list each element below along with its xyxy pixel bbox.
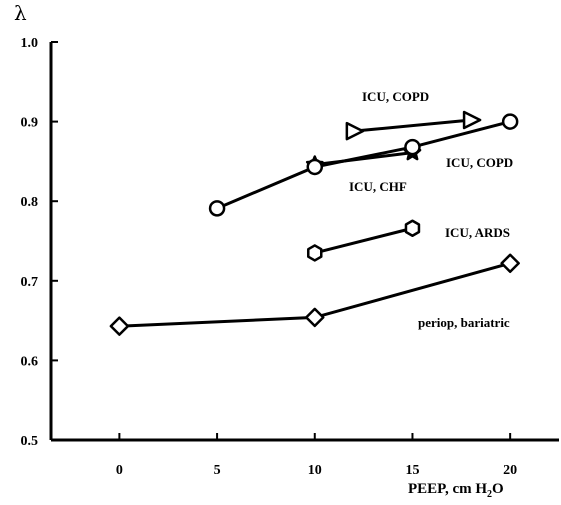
data-point-diamond: [305, 307, 325, 328]
data-point-circle: [208, 200, 226, 217]
label-periop-bariatric: periop, bariatric: [418, 315, 510, 330]
label-icu-copd-circle: ICU, COPD: [446, 155, 513, 170]
data-point-circle: [306, 158, 324, 176]
data-point-circle: [501, 113, 519, 130]
y-tick-label: 0.9: [21, 116, 39, 131]
y-tick-label: 0.7: [21, 275, 39, 290]
data-point-diamond: [109, 316, 130, 336]
series-0: [345, 110, 482, 141]
series-line: [353, 118, 472, 133]
series-2: [208, 113, 519, 217]
x-axis-label-sub: 2: [487, 489, 492, 500]
plot-frame: [49, 42, 559, 442]
x-axis-label-main: PEEP, cm H: [408, 481, 487, 497]
data-point-hexagon: [307, 244, 323, 262]
x-tick-label: 10: [308, 463, 322, 478]
series-layer: [109, 110, 520, 336]
data-point-hexagon: [404, 219, 421, 238]
series-line: [216, 120, 511, 210]
x-tick-label: 0: [116, 463, 123, 478]
series-4: [109, 253, 520, 336]
y-axis-label: λ: [14, 1, 27, 25]
data-point-triangle-right: [345, 121, 365, 141]
x-axis-label: PEEP, cm H2O: [408, 481, 504, 500]
data-point-diamond: [500, 253, 520, 274]
x-tick-label: 20: [503, 463, 517, 478]
x-tick-label: 15: [405, 463, 419, 478]
label-icu-ards: ICU, ARDS: [445, 225, 510, 240]
series-line: [314, 226, 413, 255]
x-tick-label: 5: [214, 463, 221, 478]
label-icu-chf: ICU, CHF: [349, 179, 407, 194]
y-tick-label: 1.0: [21, 36, 39, 51]
series-3: [307, 219, 421, 262]
ticks: 0 5 10 15 20 0.5 0.6 0.7 0.8 0.9 1.0: [21, 36, 518, 478]
y-tick-label: 0.6: [21, 354, 39, 369]
y-tick-label: 0.8: [21, 195, 39, 210]
data-point-triangle-right: [462, 110, 482, 130]
data-point-circle: [404, 138, 421, 156]
label-icu-copd-triangle: ICU, COPD: [362, 89, 429, 104]
x-axis-label-end: O: [492, 481, 504, 497]
y-tick-label: 0.5: [21, 434, 39, 449]
